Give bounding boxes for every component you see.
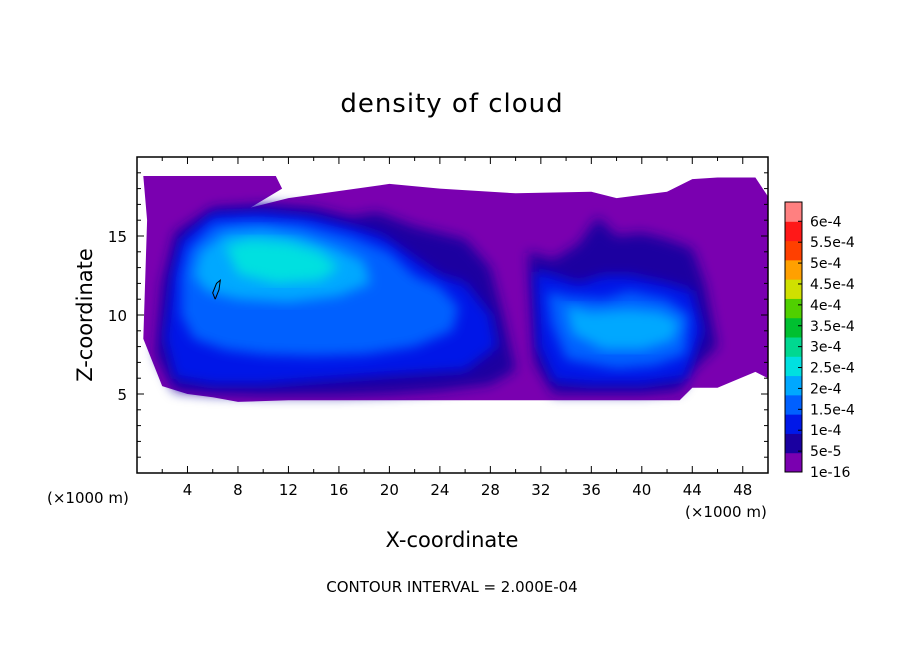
x-axis-ticks: 4 8 12 16 20 24 28 32 36 40 44 48 <box>161 157 752 499</box>
colorbar-swatch <box>785 298 802 319</box>
colorbar-label: 1e-16 <box>810 465 850 481</box>
colorbar-frame <box>784 201 803 473</box>
colorbar-swatch <box>785 221 802 242</box>
colorbar-swatch <box>785 356 802 377</box>
x-tick-label: 24 <box>430 481 449 499</box>
colorbar-swatch <box>785 337 802 357</box>
colorbar-label: 1.5e-4 <box>810 402 855 418</box>
x-tick-label: 44 <box>683 481 702 499</box>
colorbar-swatch <box>785 279 802 299</box>
region-cloud-band-right-core <box>566 305 680 350</box>
colorbar-label: 4e-4 <box>810 298 842 314</box>
colorbar-swatch <box>785 433 802 454</box>
colorbar-swatch <box>785 259 802 280</box>
contour-interval-note: CONTOUR INTERVAL = 2.000E-04 <box>326 578 577 596</box>
x-tick-label: 32 <box>531 481 550 499</box>
x-tick-label: 36 <box>582 481 601 499</box>
heatmap-field <box>143 176 768 402</box>
colorbar-swatch <box>785 452 802 473</box>
x-axis-label: X-coordinate <box>386 528 519 552</box>
colorbar-label: 2.5e-4 <box>810 361 855 377</box>
region-cloud-band-left-peak <box>225 239 339 284</box>
x-tick-label: 4 <box>183 481 193 499</box>
x-tick-label: 8 <box>233 481 243 499</box>
colorbar-label: 4.5e-4 <box>810 277 855 293</box>
colorbar-label: 5.5e-4 <box>810 235 855 251</box>
x-tick-label: 16 <box>329 481 348 499</box>
contour-line-layer <box>212 278 221 300</box>
y-axis-ticks: 5 10 15 <box>108 172 768 458</box>
colorbar-swatch <box>785 240 802 261</box>
colorbar: 1e-16 5e-5 1e-4 1.5e-4 2e-4 2.5e-4 3e-4 3.5e-4 4… <box>784 201 855 481</box>
colorbar-label: 6e-4 <box>810 214 842 230</box>
x-unit-right: (×1000 m) <box>685 503 767 521</box>
x-unit-left: (×1000 m) <box>47 489 129 507</box>
colorbar-label: 2e-4 <box>810 381 842 397</box>
colorbar-swatch <box>785 202 802 222</box>
y-tick-label: 5 <box>117 386 127 404</box>
x-tick-label: 20 <box>380 481 399 499</box>
colorbar-swatch <box>785 414 802 434</box>
colorbar-label: 5e-5 <box>810 444 841 460</box>
colorbar-label: 3e-4 <box>810 340 842 356</box>
x-tick-label: 48 <box>733 481 752 499</box>
colorbar-label: 5e-4 <box>810 256 842 272</box>
contour-line <box>212 278 221 300</box>
colorbar-swatch <box>785 394 802 415</box>
chart-title: density of cloud <box>340 89 563 119</box>
x-tick-label: 28 <box>481 481 500 499</box>
x-tick-label: 40 <box>632 481 651 499</box>
y-tick-label: 15 <box>108 228 127 246</box>
colorbar-label: 3.5e-4 <box>810 319 855 335</box>
x-tick-label: 12 <box>279 481 298 499</box>
colorbar-swatch <box>785 375 802 396</box>
y-tick-label: 10 <box>108 307 127 325</box>
y-axis-label: Z-coordinate <box>73 248 97 382</box>
colorbar-swatch <box>785 317 802 338</box>
colorbar-label: 1e-4 <box>810 423 842 439</box>
